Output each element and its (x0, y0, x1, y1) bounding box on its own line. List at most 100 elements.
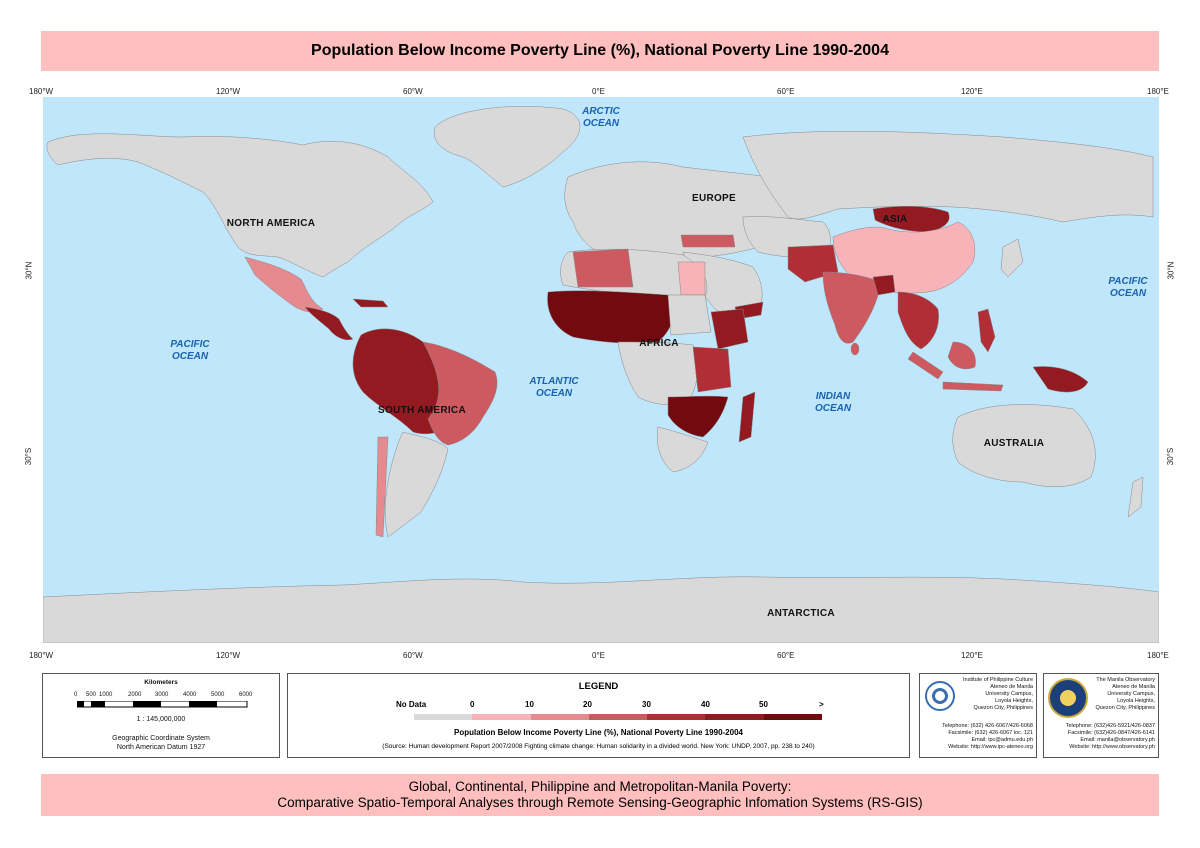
ipc-facsimile: Facsimile: (632) 426-6067 loc. 121 (948, 730, 1033, 736)
japan (1000, 238, 1024, 278)
southeast-asia (897, 291, 939, 350)
scale-title: Kilometers (144, 679, 178, 686)
scale-tick-4000: 4000 (183, 692, 197, 698)
legend-break-50: 50 (759, 700, 768, 709)
brazil (422, 341, 498, 446)
ipc-contact: Telephone: (632) 426-6067/426-6068 Facsi… (921, 723, 1033, 751)
sahel-west-africa (547, 290, 674, 344)
madagascar (738, 391, 756, 443)
scale-tick-6000: 6000 (239, 692, 253, 698)
sri-lanka (850, 342, 860, 356)
legend-panel: LEGEND No Data 0 10 20 30 40 50 > Popula… (287, 673, 910, 758)
bangladesh (872, 274, 896, 296)
legend-swatch-20-30 (588, 714, 648, 720)
east-africa (692, 346, 732, 393)
new-zealand (1127, 476, 1144, 518)
java (942, 381, 1004, 392)
footer-line-1: Global, Continental, Philippine and Metr… (408, 779, 792, 794)
mo-telephone: Telephone: (632)426-5921/426-0837 (1065, 723, 1155, 729)
ipc-telephone: Telephone: (632) 426-6067/426-6068 (942, 723, 1033, 729)
ipc-website: Website: http://www.ipc-ateneo.org (948, 744, 1033, 750)
scale-tick-3000: 3000 (155, 692, 169, 698)
chile (375, 436, 389, 538)
ipc-line-3: University Campus, (985, 691, 1033, 697)
manila-observatory-panel: The Manila Observatory Ateneo de Manila … (1043, 673, 1159, 758)
map-title: Population Below Income Poverty Line (%)… (41, 31, 1159, 71)
australia-label: AUSTRALIA (984, 438, 1044, 449)
scale-panel: Kilometers 0 500 1000 2000 3000 4000 500… (42, 673, 280, 758)
south-america-south (384, 431, 449, 538)
atlantic-ocean-label-2: OCEAN (536, 388, 573, 399)
australia (952, 404, 1096, 487)
lon-tick-120e-bottom: 120°E (961, 651, 983, 660)
central-africa (617, 341, 698, 405)
legend-break-30: 30 (642, 700, 651, 709)
legend-swatch-0-10 (472, 714, 531, 720)
borneo (947, 341, 976, 370)
mo-contact: Telephone: (632)426-5921/426-0837 Facsim… (1045, 723, 1155, 751)
pacific-ocean-east-label-2: OCEAN (1110, 288, 1147, 299)
scale-tick-0: 0 (74, 692, 78, 698)
antarctica-label: ANTARCTICA (767, 608, 835, 619)
arctic-ocean-label-1: ARCTIC (581, 106, 621, 117)
world-map-svg: ARCTIC OCEAN PACIFIC OCEAN PACIFIC OCEAN… (43, 106, 1159, 643)
crs-line-1: Geographic Coordinate System (112, 735, 210, 742)
lat-tick-30n-left: 30°N (24, 261, 34, 280)
mo-address: The Manila Observatory Ateneo de Manila … (1085, 677, 1155, 712)
lon-tick-60e-bottom: 60°E (777, 651, 795, 660)
south-america-label: SOUTH AMERICA (378, 405, 466, 416)
lon-tick-60e-top: 60°E (777, 87, 795, 96)
lat-tick-30s-left: 30°S (24, 447, 34, 466)
legend-swatch-no-data (414, 714, 473, 720)
zambia-mozambique (667, 395, 729, 438)
mo-line-3: University Campus, (1107, 691, 1155, 697)
mo-line-4: Loyola Heights, (1117, 698, 1155, 704)
scale-ratio: 1 : 145,000,000 (136, 716, 186, 723)
lon-tick-0-bottom: 0°E (592, 651, 605, 660)
sudan (667, 294, 712, 336)
caribbean (352, 298, 389, 308)
ipc-line-1: Institute of Philippine Culture (962, 677, 1033, 683)
mo-email: Email: manila@observatory.ph (1080, 737, 1155, 743)
papua (1032, 366, 1089, 393)
philippines (977, 308, 996, 353)
manila-observatory-logo (1048, 678, 1088, 718)
europe-label: EUROPE (692, 193, 736, 204)
mo-line-5: Quezon City, Philippines (1095, 705, 1155, 711)
world-map: ARCTIC OCEAN PACIFIC OCEAN PACIFIC OCEAN… (43, 97, 1159, 643)
southern-africa (657, 426, 709, 473)
legend-source: (Source: Human development Report 2007/2… (382, 743, 815, 750)
indian-ocean-label-1: INDIAN (816, 391, 851, 402)
lon-tick-60w-bottom: 60°W (403, 651, 423, 660)
central-america (304, 306, 354, 341)
ipc-line-5: Quezon City, Philippines (973, 705, 1033, 711)
ipc-line-4: Loyola Heights, (995, 698, 1033, 704)
lon-tick-180e-top: 180°E (1147, 87, 1169, 96)
egypt (677, 261, 706, 296)
lon-tick-180e-bottom: 180°E (1147, 651, 1169, 660)
legend-swatch-40-50 (705, 714, 764, 720)
north-america-label: NORTH AMERICA (227, 218, 316, 229)
indian-ocean-label-2: OCEAN (815, 403, 852, 414)
turkey (680, 234, 736, 248)
lon-tick-0-top: 0°E (592, 87, 605, 96)
ipc-email: Email: ipc@admu.edu.ph (971, 737, 1033, 743)
footer-banner: Global, Continental, Philippine and Metr… (41, 774, 1159, 816)
pacific-ocean-east-label-1: PACIFIC (1108, 276, 1148, 287)
legend-no-data-label: No Data (396, 700, 427, 709)
ipc-logo (925, 681, 955, 711)
mongolia (872, 206, 950, 233)
mo-facsimile: Facsimile: (632)426-0847/426-6141 (1067, 730, 1155, 736)
mo-line-1: The Manila Observatory (1096, 677, 1155, 683)
crs-line-2: North American Datum 1927 (116, 744, 206, 751)
lat-tick-30n-right: 30°N (1166, 261, 1176, 280)
ipc-panel: Institute of Philippine Culture Ateneo d… (919, 673, 1037, 758)
pacific-ocean-west-label-2: OCEAN (172, 351, 209, 362)
lon-tick-120w-top: 120°W (216, 87, 241, 96)
scale-tick-labels: 0 500 1000 2000 3000 4000 5000 6000 (74, 692, 252, 704)
legend-break-20: 20 (583, 700, 592, 709)
ethiopia (710, 308, 749, 350)
north-america (46, 133, 434, 278)
legend-swatch-50-plus (763, 714, 822, 720)
lon-tick-180w-bottom: 180°W (29, 651, 54, 660)
